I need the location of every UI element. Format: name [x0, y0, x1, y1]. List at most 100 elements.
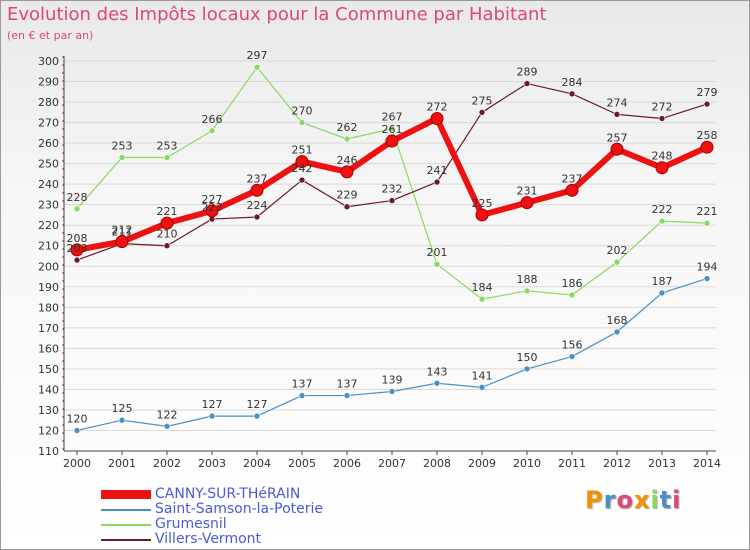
y-tick-label: 250 — [38, 158, 59, 171]
data-point-saint_samson — [118, 416, 126, 424]
data-point-canny — [475, 208, 489, 222]
data-point-villers — [658, 115, 666, 122]
y-tick-label: 120 — [38, 424, 59, 437]
data-label-villers: 279 — [697, 86, 718, 99]
data-point-villers — [343, 203, 351, 211]
logo-letter: i — [650, 486, 660, 514]
y-tick-label: 180 — [38, 301, 59, 314]
data-label-grumesnil: 201 — [427, 246, 448, 259]
data-point-saint_samson — [163, 423, 171, 430]
data-point-grumesnil — [208, 127, 216, 135]
x-tick-label: 2003 — [198, 457, 226, 470]
data-point-canny — [565, 183, 579, 197]
data-point-villers — [163, 242, 171, 250]
data-label-canny: 246 — [337, 154, 358, 167]
data-label-saint_samson: 150 — [517, 351, 538, 364]
data-label-saint_samson: 125 — [112, 402, 133, 415]
legend-label-grumesnil: Grumesnil — [155, 516, 227, 532]
data-label-canny: 248 — [652, 150, 673, 163]
x-tick-label: 2012 — [603, 457, 631, 470]
data-label-grumesnil: 222 — [652, 203, 673, 216]
data-label-villers: 211 — [112, 226, 133, 239]
y-tick-label: 110 — [38, 445, 59, 458]
data-point-villers — [523, 80, 531, 87]
data-point-grumesnil — [73, 205, 81, 213]
chart-title: Evolution des Impôts locaux pour la Comm… — [7, 4, 547, 25]
data-point-grumesnil — [118, 154, 126, 161]
data-label-canny: 251 — [292, 144, 313, 157]
data-label-grumesnil: 266 — [202, 113, 223, 126]
data-point-grumesnil — [568, 291, 576, 299]
data-label-villers: 223 — [202, 201, 223, 214]
data-label-saint_samson: 141 — [472, 369, 493, 382]
data-label-canny: 237 — [562, 172, 583, 185]
data-label-saint_samson: 139 — [382, 373, 403, 386]
data-point-canny — [655, 161, 669, 175]
data-point-saint_samson — [658, 289, 666, 297]
data-point-canny — [610, 142, 624, 156]
x-tick-label: 2011 — [558, 457, 586, 470]
data-label-canny: 227 — [202, 193, 223, 206]
y-tick-label: 200 — [38, 260, 59, 273]
y-tick-label: 220 — [38, 219, 59, 232]
data-label-grumesnil: 253 — [157, 139, 178, 152]
logo-letter: P — [585, 486, 604, 514]
x-tick-label: 2001 — [108, 457, 136, 470]
data-label-grumesnil: 253 — [112, 139, 133, 152]
x-tick-label: 2004 — [243, 457, 271, 470]
y-tick-label: 260 — [38, 137, 59, 150]
legend-label-canny: CANNY-SUR-THéRAIN — [155, 486, 301, 502]
logo-letter: t — [659, 486, 673, 514]
y-tick-label: 270 — [38, 117, 59, 130]
data-point-villers — [613, 111, 621, 118]
data-label-villers: 274 — [607, 96, 628, 109]
data-point-saint_samson — [208, 412, 216, 420]
data-point-canny — [430, 111, 444, 125]
x-tick-label: 2013 — [648, 457, 676, 470]
data-label-saint_samson: 137 — [337, 378, 358, 391]
data-label-villers: 210 — [157, 228, 178, 241]
data-label-villers: 203 — [67, 242, 88, 255]
data-label-villers: 284 — [562, 76, 583, 89]
x-tick-label: 2014 — [693, 457, 721, 470]
data-point-villers — [253, 213, 261, 221]
data-label-saint_samson: 168 — [607, 314, 628, 327]
data-point-grumesnil — [613, 258, 621, 266]
y-tick-label: 130 — [38, 404, 59, 417]
data-label-grumesnil: 202 — [607, 244, 628, 257]
x-tick-label: 2007 — [378, 457, 406, 470]
y-tick-label: 150 — [38, 363, 59, 376]
data-point-grumesnil — [253, 63, 261, 71]
data-label-grumesnil: 297 — [247, 49, 268, 62]
logo-letter: x — [633, 486, 651, 514]
data-label-villers: 241 — [427, 164, 448, 177]
data-label-grumesnil: 267 — [382, 111, 403, 124]
data-point-grumesnil — [298, 119, 306, 126]
data-point-saint_samson — [388, 388, 396, 395]
legend-swatch-villers — [101, 539, 151, 541]
data-label-canny: 221 — [157, 205, 178, 218]
data-point-villers — [568, 90, 576, 98]
data-point-canny — [340, 165, 354, 179]
data-point-grumesnil — [523, 287, 531, 295]
data-label-villers: 289 — [517, 66, 538, 79]
data-point-saint_samson — [433, 379, 441, 387]
y-tick-label: 140 — [38, 383, 59, 396]
proxiti-logo: Proxiti — [585, 486, 681, 514]
legend-label-saint-samson: Saint-Samson-la-Poterie — [155, 501, 324, 517]
data-label-saint_samson: 137 — [292, 378, 313, 391]
data-label-grumesnil: 221 — [697, 205, 718, 218]
data-label-canny: 225 — [472, 197, 493, 210]
logo-letter: i — [672, 486, 682, 514]
data-point-grumesnil — [478, 295, 486, 303]
data-point-canny — [205, 204, 219, 218]
data-label-grumesnil: 184 — [472, 281, 493, 294]
data-point-villers — [478, 109, 486, 116]
data-point-saint_samson — [253, 412, 261, 420]
data-point-villers — [703, 100, 711, 108]
data-label-saint_samson: 143 — [427, 365, 448, 378]
data-point-villers — [388, 197, 396, 204]
data-point-canny — [700, 140, 714, 154]
data-point-saint_samson — [613, 328, 621, 336]
data-point-grumesnil — [703, 219, 711, 227]
